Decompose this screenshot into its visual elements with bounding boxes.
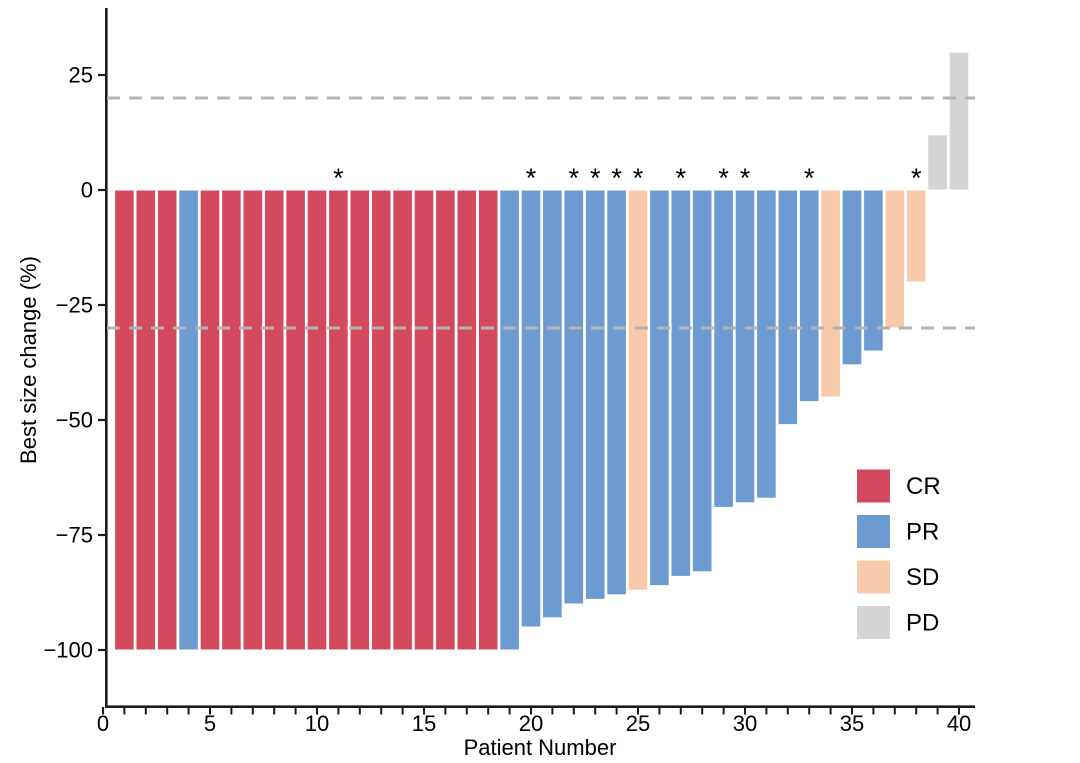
bar-patient-33 — [798, 189, 820, 403]
y-tick-label-0: 0 — [81, 178, 93, 203]
asterisk-patient-11: * — [333, 163, 344, 193]
bar-patient-12 — [349, 189, 371, 651]
x-tick-label-25: 25 — [626, 711, 650, 736]
x-tick-label-15: 15 — [412, 711, 436, 736]
bar-patient-32 — [777, 189, 799, 426]
bar-patient-26 — [649, 189, 670, 587]
bar-patient-3 — [156, 189, 178, 651]
bar-patient-1 — [114, 189, 135, 651]
bar-patient-35 — [841, 189, 863, 366]
bar-patient-10 — [306, 189, 328, 651]
x-tick-label-10: 10 — [305, 711, 329, 736]
asterisk-patient-20: * — [526, 163, 537, 193]
bar-patient-9 — [285, 189, 306, 651]
asterisk-patient-25: * — [633, 163, 644, 193]
bar-patient-4 — [178, 189, 199, 651]
y-axis-title: Best size change (%) — [16, 256, 41, 464]
asterisk-patient-22: * — [569, 163, 580, 193]
y-tick-label--50: −50 — [56, 408, 93, 433]
bar-patient-15 — [413, 189, 435, 651]
bar-patient-28 — [691, 189, 713, 573]
bar-patient-11 — [328, 189, 349, 651]
bar-patient-36 — [863, 189, 884, 352]
x-tick-label-35: 35 — [840, 711, 864, 736]
bar-patient-22 — [563, 189, 585, 605]
bar-patient-16 — [435, 189, 456, 651]
bar-patient-20 — [520, 189, 542, 628]
asterisk-patient-24: * — [611, 163, 622, 193]
bar-patient-29 — [713, 189, 734, 508]
bar-patient-6 — [221, 189, 242, 651]
bar-patient-40 — [948, 51, 970, 191]
bar-patient-7 — [242, 189, 264, 651]
bar-patient-34 — [820, 189, 841, 398]
legend-label-CR: CR — [906, 473, 941, 500]
bar-patient-17 — [456, 189, 478, 651]
bar-patient-25 — [627, 189, 649, 591]
asterisk-patient-30: * — [740, 163, 751, 193]
bar-patient-8 — [263, 189, 285, 651]
bar-patient-27 — [670, 189, 692, 577]
bar-patient-37 — [884, 189, 906, 329]
y-tick-label-25: 25 — [69, 63, 93, 88]
bar-patient-18 — [477, 189, 499, 651]
legend-swatch-PR — [857, 515, 890, 548]
legend-swatch-SD — [857, 560, 890, 594]
y-axis-spine — [105, 8, 108, 708]
bar-patient-2 — [135, 189, 157, 651]
bar-patient-39 — [927, 134, 948, 191]
x-tick-label-0: 0 — [97, 711, 109, 736]
asterisk-patient-38: * — [911, 163, 922, 193]
bar-patient-24 — [606, 189, 627, 596]
y-tick-label--25: −25 — [56, 293, 93, 318]
x-axis-spine — [105, 705, 975, 708]
asterisk-patient-23: * — [590, 163, 601, 193]
y-tick-label--100: −100 — [43, 638, 93, 663]
x-tick-label-40: 40 — [947, 711, 971, 736]
legend-label-PD: PD — [906, 610, 939, 637]
legend-label-PR: PR — [906, 519, 939, 546]
bar-patient-5 — [199, 189, 221, 651]
x-tick-label-30: 30 — [733, 711, 757, 736]
bar-patient-38 — [905, 189, 927, 283]
asterisk-patient-27: * — [676, 163, 687, 193]
bar-patient-30 — [734, 189, 756, 504]
asterisk-patient-29: * — [718, 163, 729, 193]
y-tick-label--75: −75 — [56, 523, 93, 548]
x-axis-title: Patient Number — [463, 735, 617, 760]
bar-patient-19 — [499, 189, 520, 651]
bar-patient-14 — [392, 189, 413, 651]
bar-patient-13 — [370, 189, 392, 651]
x-tick-label-5: 5 — [204, 711, 216, 736]
bar-patient-21 — [542, 189, 563, 619]
legend-label-SD: SD — [906, 564, 939, 591]
bar-patient-31 — [756, 189, 777, 499]
legend-swatch-PD — [857, 606, 890, 639]
bar-patient-23 — [584, 189, 606, 600]
legend-swatch-CR — [857, 469, 890, 503]
asterisk-patient-33: * — [804, 163, 815, 193]
x-tick-label-20: 20 — [519, 711, 543, 736]
